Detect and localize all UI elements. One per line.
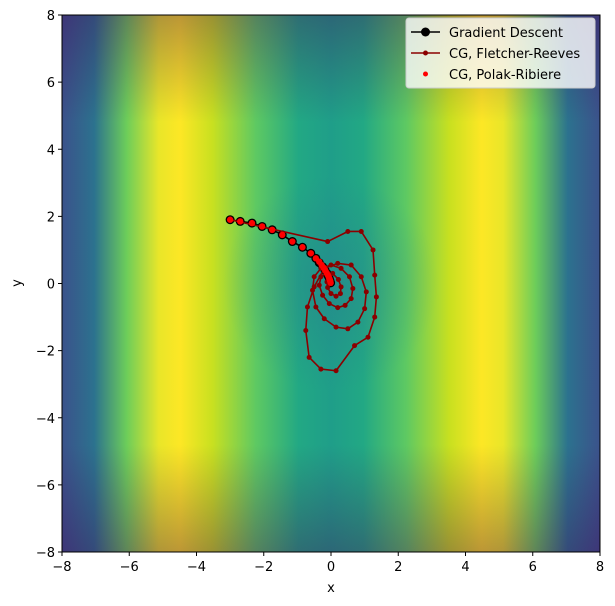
data-point bbox=[362, 306, 368, 312]
data-point bbox=[363, 289, 369, 295]
data-point bbox=[333, 293, 339, 299]
data-point bbox=[342, 302, 348, 308]
data-point bbox=[299, 244, 306, 251]
y-tick-label: 6 bbox=[47, 76, 55, 91]
legend-item-fletcher-reeves: CG, Fletcher-Reeves bbox=[411, 47, 580, 62]
data-point bbox=[345, 228, 351, 234]
series-line bbox=[229, 218, 378, 372]
y-axis: −8 −6 −4 −2 0 2 4 6 8 bbox=[36, 9, 62, 561]
x-tick-label: 2 bbox=[394, 560, 402, 575]
y-tick-label: −2 bbox=[36, 345, 55, 360]
series-layer bbox=[225, 215, 379, 374]
legend-item-gradient-descent: Gradient Descent bbox=[411, 26, 563, 41]
legend-label: CG, Polak-Ribiere bbox=[449, 68, 561, 83]
data-point bbox=[335, 276, 341, 282]
data-point bbox=[345, 326, 351, 332]
data-point bbox=[373, 294, 379, 300]
data-point bbox=[338, 284, 344, 290]
data-point bbox=[307, 250, 315, 257]
x-tick-label: −2 bbox=[254, 560, 273, 575]
data-point bbox=[318, 274, 324, 280]
data-point bbox=[325, 239, 331, 245]
data-point bbox=[303, 327, 309, 333]
data-point bbox=[372, 314, 378, 320]
data-point bbox=[248, 219, 256, 227]
data-point bbox=[335, 305, 341, 311]
data-point bbox=[358, 228, 364, 234]
data-point bbox=[348, 262, 354, 268]
x-tick-label: −6 bbox=[120, 560, 139, 575]
data-point bbox=[328, 262, 334, 268]
y-tick-label: 4 bbox=[47, 143, 55, 158]
data-point bbox=[311, 274, 317, 280]
data-point bbox=[333, 368, 339, 374]
y-tick-label: −4 bbox=[36, 412, 55, 427]
data-point bbox=[330, 270, 336, 276]
legend-label: Gradient Descent bbox=[449, 26, 563, 41]
x-axis: −8 −6 −4 −2 0 2 4 6 8 bbox=[52, 552, 604, 575]
x-tick-label: 4 bbox=[461, 560, 469, 575]
data-point bbox=[321, 316, 327, 322]
data-point bbox=[306, 354, 312, 360]
data-point bbox=[352, 343, 358, 349]
y-tick-label: −8 bbox=[36, 546, 55, 561]
data-point bbox=[325, 285, 331, 291]
x-tick-label: −8 bbox=[52, 560, 71, 575]
data-point bbox=[316, 282, 322, 288]
y-tick-label: −6 bbox=[36, 479, 55, 494]
series-cg-fletcher-reeves bbox=[227, 217, 379, 374]
data-point bbox=[226, 216, 234, 223]
data-point bbox=[327, 279, 334, 287]
x-tick-label: −4 bbox=[187, 560, 206, 575]
x-axis-label: x bbox=[327, 581, 335, 596]
y-tick-label: 2 bbox=[47, 210, 55, 225]
data-point bbox=[365, 334, 371, 340]
data-point bbox=[370, 247, 376, 253]
data-point bbox=[326, 301, 332, 307]
y-tick-label: 8 bbox=[47, 9, 55, 24]
data-point bbox=[289, 238, 296, 245]
data-point bbox=[328, 291, 334, 297]
data-point bbox=[338, 265, 344, 271]
data-point bbox=[279, 231, 286, 239]
data-point bbox=[333, 324, 339, 330]
y-tick-label: 0 bbox=[47, 278, 55, 293]
data-point bbox=[258, 223, 266, 230]
legend-item-polak-ribiere: CG, Polak-Ribiere bbox=[423, 68, 561, 83]
data-point bbox=[346, 274, 352, 280]
data-point bbox=[358, 274, 364, 280]
data-point bbox=[318, 366, 324, 372]
data-point bbox=[372, 272, 378, 278]
data-point bbox=[310, 287, 316, 293]
x-tick-label: 6 bbox=[529, 560, 537, 575]
x-tick-label: 0 bbox=[327, 560, 335, 575]
data-point bbox=[320, 292, 326, 298]
data-point bbox=[335, 260, 341, 266]
legend-box bbox=[405, 17, 596, 89]
legend: Gradient Descent CG, Fletcher-Reeves CG,… bbox=[405, 17, 596, 89]
data-point bbox=[304, 304, 310, 310]
data-point bbox=[313, 304, 319, 310]
data-point bbox=[348, 296, 354, 302]
legend-label: CG, Fletcher-Reeves bbox=[449, 47, 580, 62]
x-tick-label: 8 bbox=[596, 560, 604, 575]
data-point bbox=[350, 286, 356, 292]
data-point bbox=[355, 319, 361, 325]
data-point bbox=[268, 226, 276, 233]
data-point bbox=[237, 218, 244, 225]
data-point bbox=[337, 291, 343, 297]
series-cg-polak-ribiere bbox=[226, 216, 334, 287]
y-axis-label: y bbox=[10, 279, 25, 287]
